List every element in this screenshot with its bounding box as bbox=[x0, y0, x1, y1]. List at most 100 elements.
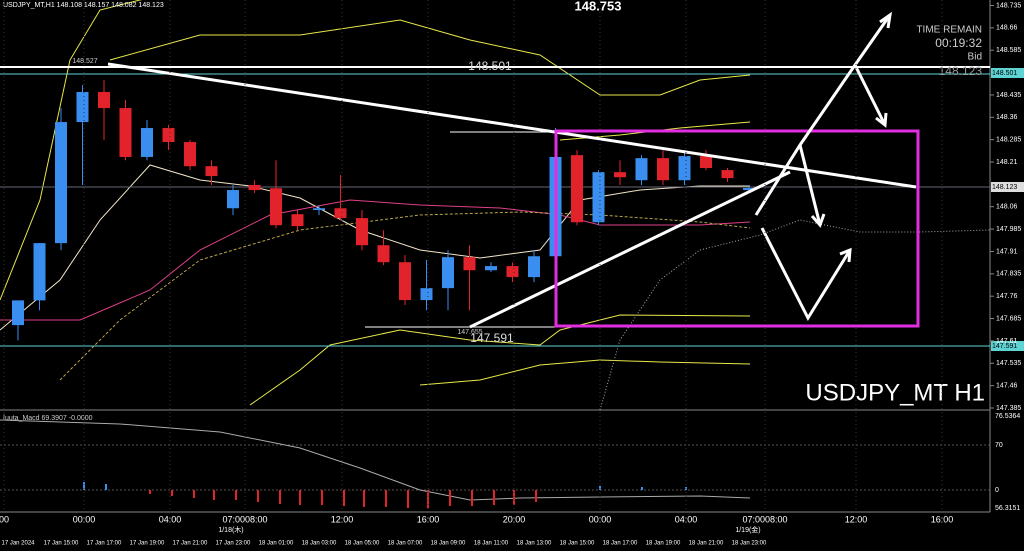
x-tick-label: 18 Jan 11:00 bbox=[474, 541, 509, 547]
candle-body bbox=[463, 257, 476, 271]
x-tick-label: 18 Jan 03:00 bbox=[302, 541, 337, 547]
bid-label: Bid bbox=[968, 52, 982, 63]
price-flag-label: 148.501 bbox=[992, 70, 1017, 77]
bollinger-lower bbox=[419, 359, 751, 386]
candle-body bbox=[141, 128, 153, 157]
x-tick-label: 20:00 bbox=[503, 514, 526, 524]
candle-body bbox=[291, 214, 304, 227]
x-tick-label: 04:00 bbox=[675, 514, 698, 524]
macd-histogram bbox=[149, 490, 537, 508]
y-tick-label: 148.735 bbox=[996, 2, 1021, 9]
y-tick-label: 147.61 bbox=[996, 338, 1018, 345]
x-tick-label: 00:00 bbox=[589, 514, 612, 524]
x-tick-label: 18 Jan 07:00 bbox=[388, 541, 423, 547]
candle-body bbox=[377, 245, 390, 263]
candle-body bbox=[55, 122, 67, 244]
candle-body bbox=[678, 156, 691, 181]
y-tick-label: 147.535 bbox=[996, 360, 1021, 367]
x-tick-label: 18 Jan 17:00 bbox=[603, 541, 638, 547]
x-tick-label: 17 Jan 21:00 bbox=[173, 541, 208, 547]
candle-body bbox=[743, 187, 755, 191]
y-tick-label: 148.36 bbox=[996, 114, 1018, 121]
candle-body bbox=[76, 91, 89, 123]
macd-axis-label: 0 bbox=[995, 487, 999, 494]
price-flag bbox=[991, 341, 1024, 351]
x-tick-label: 16:00 bbox=[417, 514, 440, 524]
range-box bbox=[554, 129, 920, 328]
x-tick-label: 17 Jan 17:00 bbox=[87, 541, 122, 547]
macd-axis-label: 70 bbox=[995, 442, 1003, 449]
x-tick-label: 17 Jan 15:00 bbox=[44, 541, 79, 547]
x-tick-label: 16:00 bbox=[931, 514, 954, 524]
scenario-arrows bbox=[754, 11, 893, 322]
candle-body bbox=[506, 266, 519, 278]
y-tick-label: 147.835 bbox=[996, 271, 1021, 278]
x-tick-label: 18 Jan 09:00 bbox=[431, 541, 466, 547]
symbol-label: USDJPY_MT H1 bbox=[805, 379, 985, 406]
x-tick-label: 17 Jan 19:00 bbox=[130, 541, 165, 547]
time-remain: 00:19:32 bbox=[935, 36, 982, 50]
candle-body bbox=[700, 156, 712, 168]
candle-body bbox=[205, 166, 218, 177]
candle-body bbox=[635, 158, 648, 181]
y-tick-label: 147.685 bbox=[996, 315, 1021, 322]
y-tick-label: 148.66 bbox=[996, 25, 1018, 32]
x-tick-label: 18 Jan 23:00 bbox=[732, 541, 767, 547]
top-price: 148.753 bbox=[575, 0, 622, 13]
x-tick-label: 17 Jan 2024 bbox=[1, 541, 35, 547]
candle-body bbox=[420, 288, 433, 301]
x-tick-label: 17 Jan 23:00 bbox=[216, 541, 251, 547]
price-flag-label: 147.591 bbox=[992, 343, 1017, 350]
candle-body bbox=[33, 243, 46, 301]
y-tick-label: 147.91 bbox=[996, 248, 1018, 255]
x-tick-label: 18 Jan 21:00 bbox=[689, 541, 724, 547]
trendline bbox=[107, 62, 917, 189]
x-tick-label: 12:00 bbox=[845, 514, 868, 524]
candle-body bbox=[442, 257, 454, 289]
candle-body bbox=[162, 128, 175, 143]
candle-body bbox=[485, 266, 497, 271]
y-tick-label: 147.76 bbox=[996, 293, 1018, 300]
annotation: 147.591 bbox=[470, 331, 514, 345]
candle-body bbox=[334, 208, 347, 219]
candle-body bbox=[248, 184, 261, 191]
moving-average bbox=[0, 199, 751, 321]
candle-body bbox=[721, 170, 734, 179]
y-tick-label: 148.285 bbox=[996, 137, 1021, 144]
candle-body bbox=[614, 172, 626, 178]
time-remain-label: TIME REMAIN bbox=[916, 25, 982, 36]
candle-body bbox=[399, 262, 411, 301]
candle-body bbox=[657, 158, 669, 181]
chart-title: USDJPY_MT,H1 148.108 148.157 148.082 148… bbox=[3, 2, 164, 9]
candle-body bbox=[313, 208, 325, 211]
cloud bbox=[599, 219, 991, 411]
candle-body bbox=[270, 188, 282, 226]
candle-body bbox=[98, 91, 110, 109]
macd-axis-label: 56.3151 bbox=[995, 505, 1020, 512]
trendline bbox=[469, 170, 791, 329]
x-tick-label: 18 Jan 01:00 bbox=[259, 541, 294, 547]
price-flag bbox=[991, 68, 1024, 78]
macd-line bbox=[0, 419, 751, 501]
x-tick-label: 00:00 bbox=[73, 514, 96, 524]
bid: 148.123 bbox=[939, 64, 983, 78]
bollinger-upper bbox=[0, 0, 143, 301]
x-tick-label: 00 bbox=[0, 514, 9, 524]
y-tick-label: 147.985 bbox=[996, 226, 1021, 233]
candle-body bbox=[528, 256, 540, 278]
y-tick-label: 148.585 bbox=[996, 47, 1021, 54]
annotation: 147.655 bbox=[457, 329, 482, 336]
macd-axis-label: 76.5364 bbox=[995, 413, 1020, 420]
annotation: 148.501 bbox=[468, 59, 512, 73]
x-tick-label: 18 Jan 13:00 bbox=[517, 541, 552, 547]
price-flag-label: 148.123 bbox=[992, 184, 1017, 191]
y-tick-label: 147.385 bbox=[996, 405, 1021, 412]
x-tick-label: 18 Jan 19:00 bbox=[646, 541, 681, 547]
candle-body bbox=[356, 218, 368, 246]
candle-body bbox=[571, 155, 583, 223]
moving-average bbox=[59, 211, 751, 381]
price-flag bbox=[991, 182, 1024, 192]
candle-body bbox=[119, 108, 132, 157]
